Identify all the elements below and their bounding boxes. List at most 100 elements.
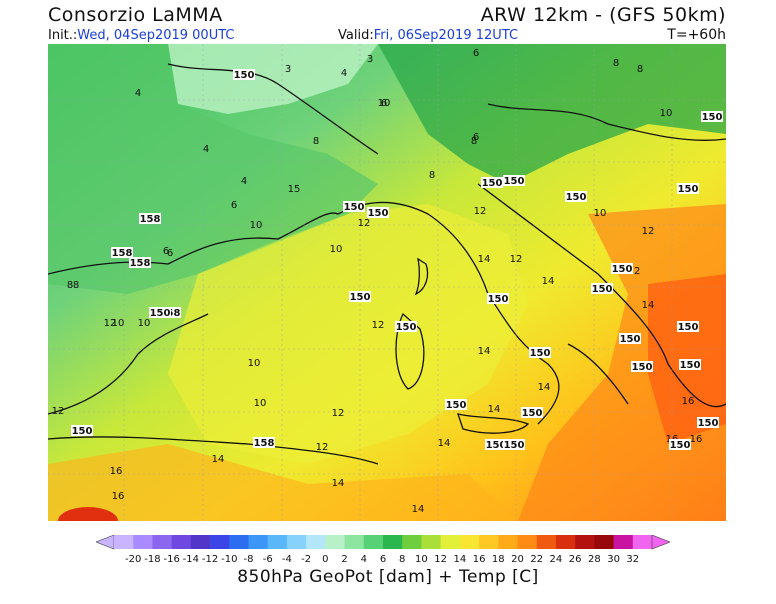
colorbar-tick: 28: [588, 554, 601, 565]
temp-label: 6: [167, 248, 173, 259]
app-title: Consorzio LaMMA: [48, 4, 223, 26]
colorbar-swatch: [267, 535, 288, 549]
colorbar-tick: -14: [183, 554, 199, 565]
geopot-label: 150: [504, 440, 525, 451]
geopot-label-bg: [679, 359, 701, 370]
init-value: Wed, 04Sep2019 00UTC: [77, 28, 235, 43]
geopot-label-bg: [611, 263, 633, 274]
geopot-label-bg: [349, 291, 371, 302]
geopot-label: 150: [522, 408, 543, 419]
temp-label: 3: [285, 64, 291, 75]
green-band: [48, 44, 378, 294]
geopot-label-bg: [445, 399, 467, 410]
colorbar-swatch: [575, 535, 595, 549]
temp-label: 8: [67, 280, 73, 291]
temp-label: 16: [690, 434, 703, 445]
model-title: ARW 12km - (GFS 50km): [480, 4, 726, 26]
valid-label: Valid:: [338, 28, 374, 43]
colorbar-swatch: [248, 535, 269, 549]
geopot-label: 150: [670, 440, 691, 451]
geopot-label: 150: [698, 418, 719, 429]
init-label: Init.:: [48, 28, 78, 43]
geopot-label-bg: [669, 439, 691, 450]
colorbar-swatch: [306, 535, 326, 549]
geopot-label-bg: [565, 191, 587, 202]
geopot-label-bg: [701, 111, 723, 122]
temp-label: 12: [316, 442, 329, 453]
colorbar-tick: -12: [202, 554, 218, 565]
colorbar-swatch: [114, 535, 134, 549]
colorbar-tick: 0: [322, 554, 328, 565]
geopot-label-bg: [485, 439, 507, 450]
temp-label: 12: [628, 266, 641, 277]
colorbar-tick: 26: [569, 554, 582, 565]
colorbar-swatch: [325, 535, 345, 549]
geopot-label-bg: [111, 247, 133, 258]
geopot-label-bg: [591, 283, 613, 294]
colorbar-swatch: [383, 535, 403, 549]
geopot-label-bg: [529, 347, 551, 358]
geopot-label-bg: [233, 69, 255, 80]
temp-label: 8: [429, 170, 435, 181]
geopot-label-bg: [129, 257, 151, 268]
temp-label: 4: [241, 176, 247, 187]
temp-label: 10: [250, 220, 263, 231]
temp-label: 15: [288, 184, 301, 195]
colorbar-tick: 14: [453, 554, 466, 565]
geopot-label-bg: [521, 407, 543, 418]
cold-region-north: [168, 44, 378, 114]
geopot-label: 150: [396, 322, 417, 333]
geopot-label: 150: [234, 70, 255, 81]
colorbar-swatch: [498, 535, 518, 549]
colorbar-swatch: [286, 535, 307, 549]
temp-label: 14: [412, 504, 425, 515]
colorbar-swatch: [363, 535, 384, 549]
temp-label: 6: [381, 98, 387, 109]
temp-label: 10: [248, 358, 261, 369]
colorbar-tick: 18: [492, 554, 505, 565]
geopot-label: 158: [112, 248, 133, 259]
temp-label: 10: [138, 318, 151, 329]
colorbar-tick: -16: [163, 554, 179, 565]
temp-label: 10: [112, 318, 125, 329]
colorbar-swatch: [171, 535, 192, 549]
colorbar-tick: 2: [341, 554, 347, 565]
temp-label: 4: [203, 144, 209, 155]
temp-label: 3: [367, 54, 373, 65]
colorbar-tick: 8: [399, 554, 405, 565]
geopot-label-bg: [139, 213, 161, 224]
temp-label: 14: [478, 346, 491, 357]
colorbar-tick: 30: [607, 554, 620, 565]
temp-label: 12: [642, 226, 655, 237]
temp-label: 12: [52, 406, 65, 417]
colorbar-swatch: [190, 535, 211, 549]
temp-label: 16: [682, 396, 695, 407]
geopot-label-bg: [631, 361, 653, 372]
colorbar-swatch: [536, 535, 557, 549]
colorbar-swatch: [594, 535, 614, 549]
colorbar-tick: 16: [473, 554, 486, 565]
colorbar-tick: -10: [221, 554, 237, 565]
temp-label: 14: [332, 478, 345, 489]
colorbar-swatch: [344, 535, 365, 549]
geopot-label: 150: [620, 334, 641, 345]
init-time: Init.:Wed, 04Sep2019 00UTC: [48, 28, 234, 43]
temp-label: 14: [542, 276, 555, 287]
temp-label: 6: [231, 200, 237, 211]
geopot-label-bg: [619, 333, 641, 344]
geopot-label: 150: [612, 264, 633, 275]
temp-label: 14: [488, 404, 501, 415]
colorbar-swatch: [440, 535, 461, 549]
geopot-label-bg: [367, 207, 389, 218]
temp-label: 6: [473, 132, 479, 143]
geopot-label-bg: [677, 183, 699, 194]
colorbar-swatch: [555, 535, 576, 549]
colorbar-tick: -6: [263, 554, 273, 565]
colorbar-swatch: [229, 535, 249, 549]
geopot-label: 150: [566, 192, 587, 203]
geopot-label-bg: [149, 307, 171, 318]
geopot-label: 158: [254, 438, 275, 449]
colorbar-max-arrow: [651, 535, 670, 550]
colorbar-swatch: [402, 535, 422, 549]
